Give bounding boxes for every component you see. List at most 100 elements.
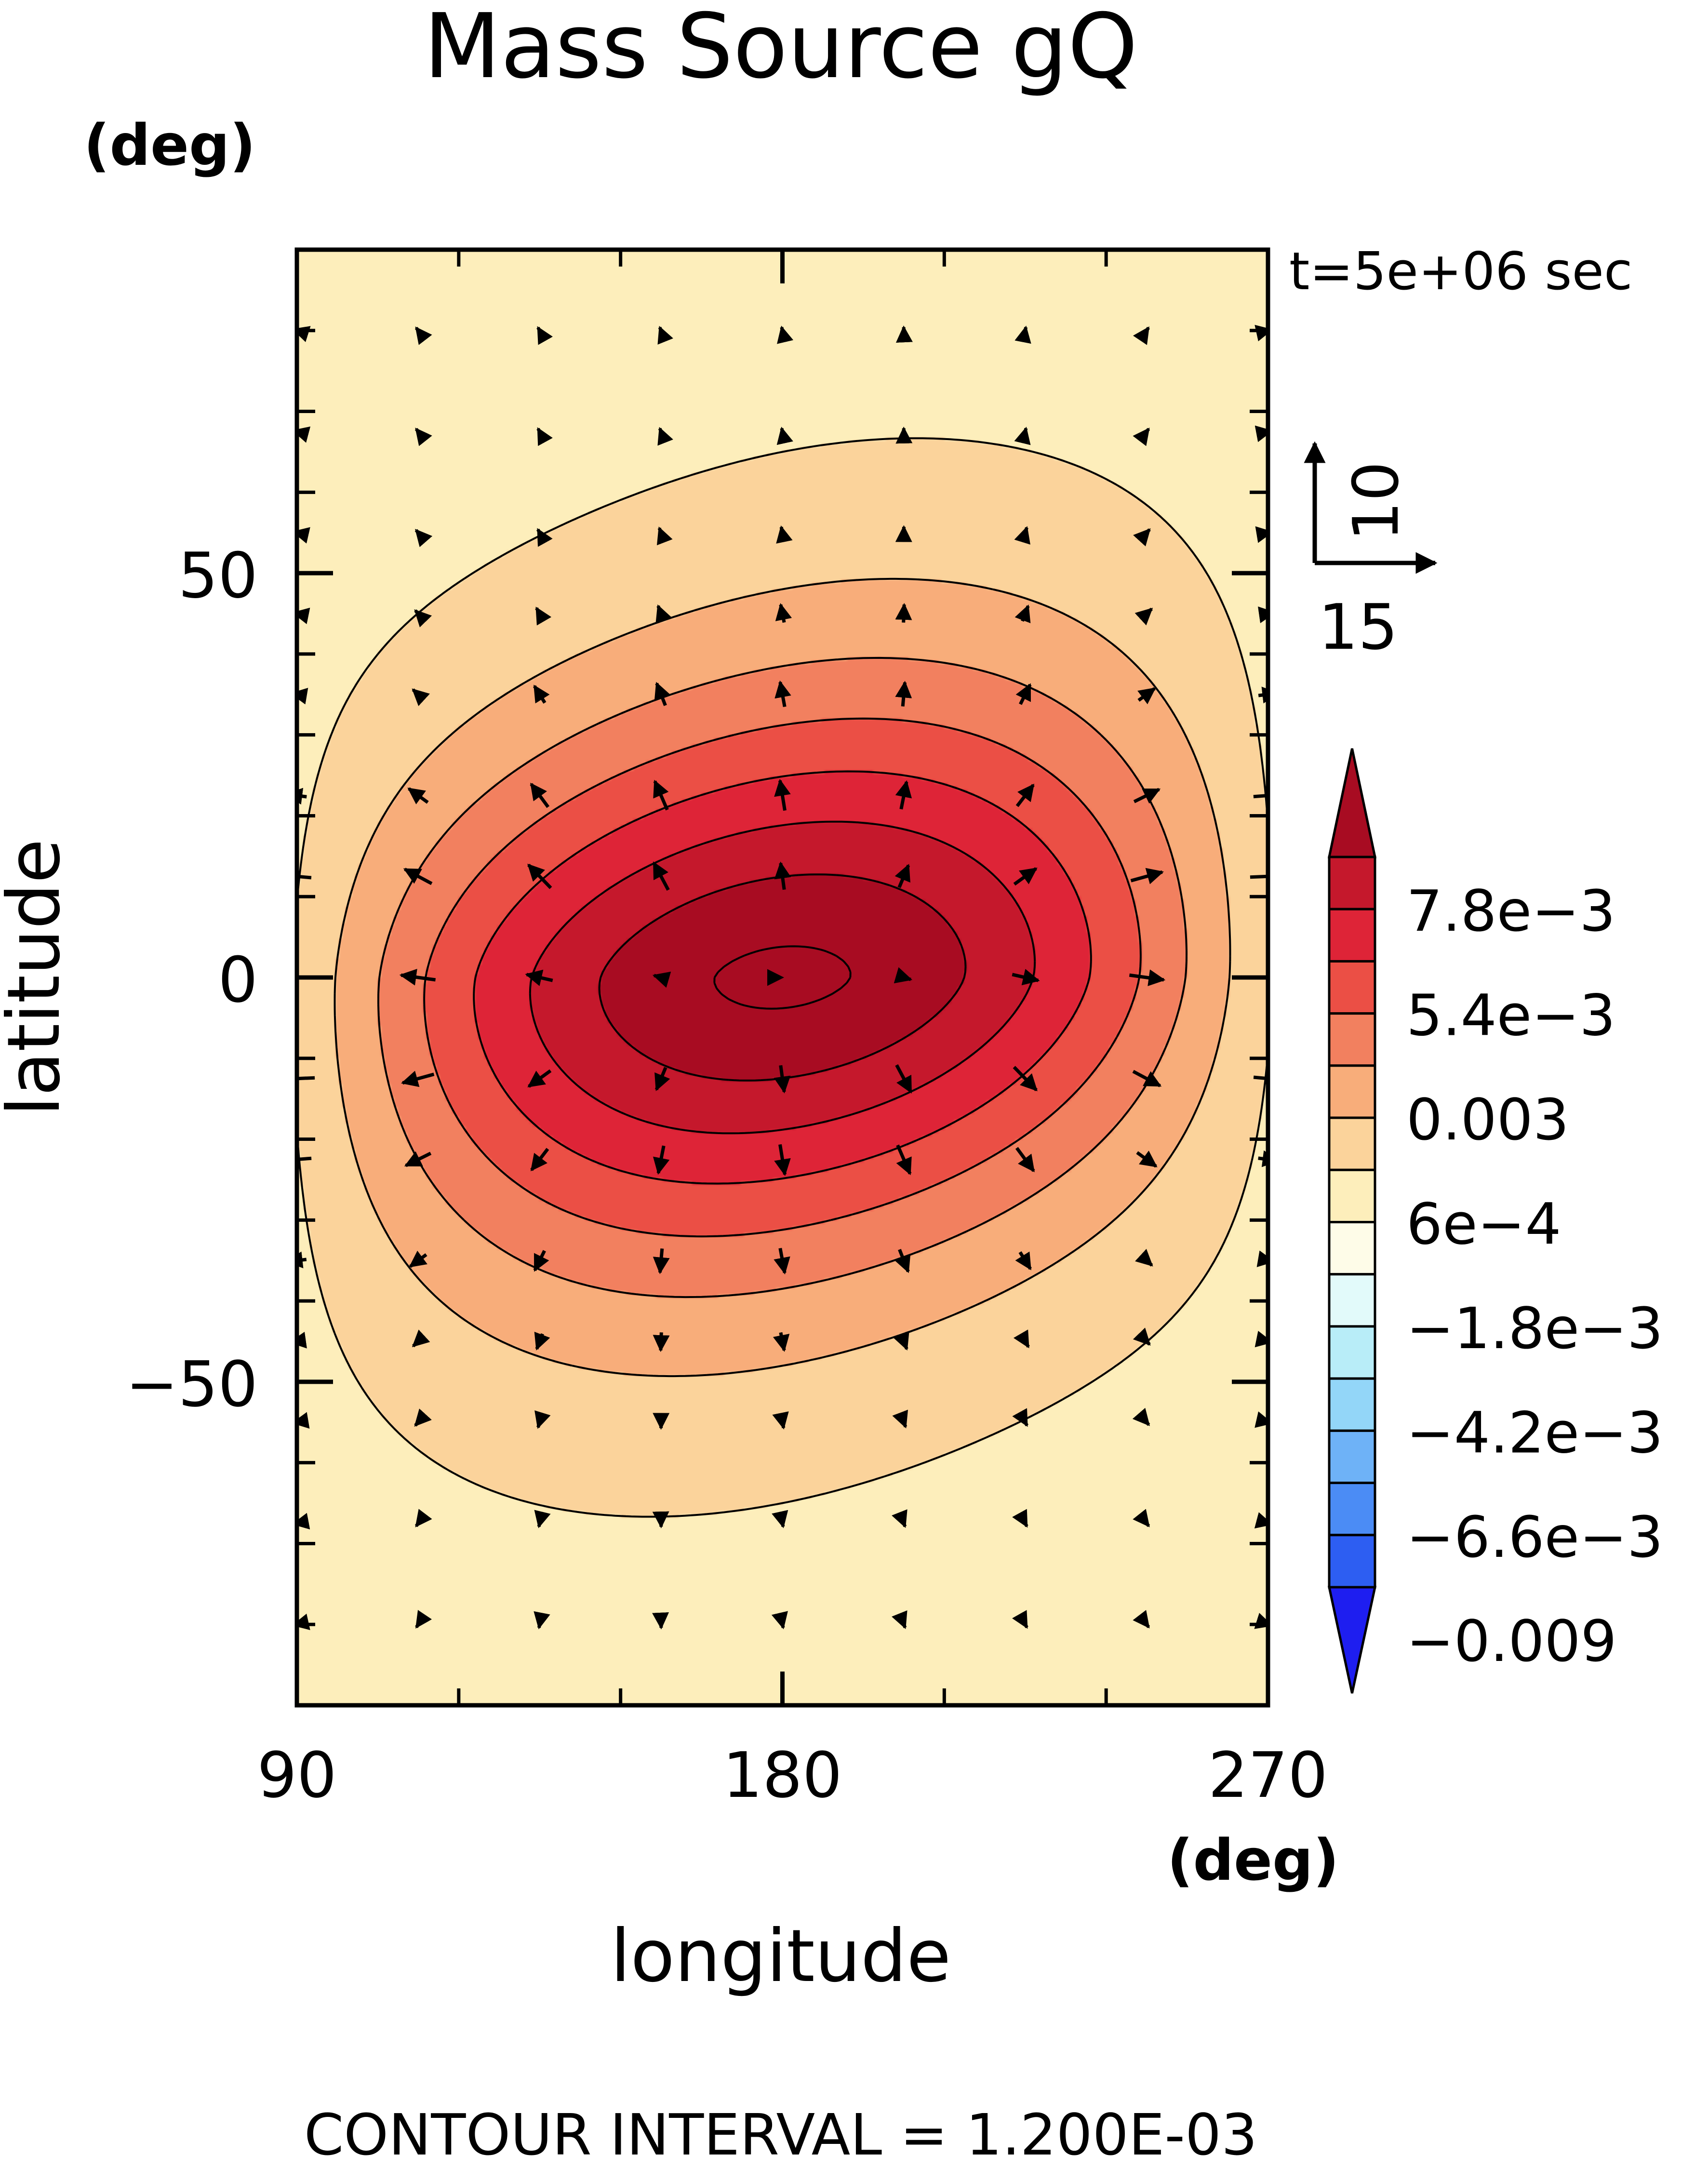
wind-vector — [1254, 1411, 1268, 1428]
wind-vector — [1137, 687, 1156, 705]
time-label: t=5e+06 sec — [1289, 241, 1632, 302]
plot-area — [294, 247, 1270, 1708]
wind-vector — [774, 1065, 791, 1094]
x-tick-label: 270 — [1208, 1739, 1328, 1812]
x-tick-label: 90 — [257, 1739, 336, 1812]
wind-vector — [776, 427, 793, 445]
colorbar-band — [1328, 1325, 1376, 1380]
wind-vector — [399, 969, 436, 986]
wind-vector — [894, 1249, 911, 1273]
wind-vector — [407, 787, 429, 804]
colorbar-band — [1328, 1064, 1376, 1119]
wind-vector — [1012, 1610, 1028, 1629]
wind-vector — [1013, 1329, 1030, 1349]
wind-vector — [1129, 969, 1166, 986]
wind-vector — [773, 1332, 790, 1352]
wind-vector — [1253, 1070, 1268, 1087]
y-tick-labels: 50 0 −50 — [126, 539, 258, 1421]
wind-vector — [775, 603, 792, 623]
contour-line — [598, 873, 967, 1082]
y-tick-label: −50 — [126, 1348, 258, 1421]
wind-vector — [1132, 1070, 1162, 1087]
wind-vector — [1133, 1610, 1150, 1629]
chart-title: Mass Source gQ — [424, 0, 1138, 98]
wind-vector — [414, 609, 432, 628]
colorbar-band — [1328, 1012, 1376, 1067]
colorbar-band — [1328, 856, 1376, 910]
colorbar-label: −4.2e−3 — [1406, 1399, 1663, 1466]
wind-vector — [534, 1410, 551, 1429]
contour-interval-footer: CONTOUR INTERVAL = 1.200E-03 — [304, 2101, 1257, 2168]
wind-vector — [530, 782, 550, 808]
wind-vector — [1012, 1408, 1028, 1427]
wind-vector — [530, 1148, 549, 1172]
wind-vector — [534, 1510, 551, 1528]
colorbar-band — [1328, 1534, 1376, 1589]
contour-line — [423, 717, 1142, 1238]
colorbar-band — [1328, 1116, 1376, 1171]
y-unit-label: (deg) — [84, 112, 256, 178]
x-tick-label: 180 — [722, 1739, 842, 1812]
wind-vector — [1013, 1066, 1038, 1092]
wind-vector — [772, 1411, 789, 1430]
colorbar-max-triangle — [1327, 748, 1377, 858]
wind-vector — [1258, 606, 1268, 623]
wind-vector — [1012, 969, 1040, 986]
wind-vector — [404, 1151, 432, 1167]
wind-vector — [895, 1064, 913, 1094]
wind-vector — [414, 1509, 432, 1527]
reference-vector: 10 15 — [1304, 441, 1438, 664]
wind-vector — [297, 788, 307, 805]
y-axis-label: latitude — [0, 839, 76, 1116]
wind-vector — [297, 1512, 310, 1530]
colorbar-label: 6e−4 — [1406, 1191, 1561, 1258]
wind-vector — [776, 525, 793, 544]
colorbar-label: 7.8e−3 — [1406, 878, 1615, 944]
colorbar-band — [1328, 1273, 1376, 1328]
wind-vector — [403, 868, 433, 885]
ref-vector-y-label: 10 — [1339, 461, 1413, 541]
colorbar-min-triangle — [1327, 1586, 1377, 1694]
x-axis-label: longitude — [611, 1914, 951, 1998]
colorbar-band — [1328, 960, 1376, 1015]
wind-vector — [1133, 428, 1150, 446]
wind-vector — [525, 969, 553, 986]
wind-vector — [1133, 326, 1150, 345]
wind-vector — [297, 527, 310, 544]
colorbar-band — [1328, 1168, 1376, 1223]
gq-field-shading — [297, 250, 1268, 1705]
contour-line — [529, 820, 1036, 1135]
wind-vector — [535, 606, 552, 626]
wind-vector — [1013, 867, 1038, 886]
contour-line — [334, 577, 1231, 1378]
wind-vector — [774, 1247, 790, 1275]
wind-vector — [297, 1332, 307, 1349]
wind-vector — [415, 1610, 432, 1629]
wind-vector — [1014, 325, 1031, 344]
wind-vector — [893, 1332, 909, 1351]
wind-vector — [657, 427, 673, 446]
wind-vector — [894, 967, 913, 984]
wind-vector — [892, 1610, 907, 1629]
wind-vector — [414, 326, 432, 345]
wind-vector — [414, 428, 432, 446]
x-tick-labels: 90 180 270 — [257, 1739, 1328, 1812]
wind-vector — [527, 863, 552, 889]
wind-vector — [1130, 868, 1164, 884]
colorbar-label: 5.4e−3 — [1406, 982, 1615, 1049]
wind-vector — [1132, 1407, 1150, 1426]
wind-vector — [527, 1069, 552, 1088]
wind-vector — [536, 326, 553, 345]
contour-line — [713, 945, 852, 1010]
colorbar: 7.8e−3 5.4e−3 0.003 6e−4 −1.8e−3 −4.2e−3 −6.6e… — [1327, 748, 1663, 1694]
wind-vector — [1254, 1330, 1268, 1348]
wind-vector — [771, 1611, 788, 1630]
wind-vector — [1255, 526, 1268, 543]
wind-vector — [536, 528, 553, 547]
wind-vector — [892, 1509, 907, 1528]
y-tick-label: 0 — [218, 943, 258, 1017]
x-unit-label: (deg) — [1167, 1827, 1339, 1893]
axis-ticks — [294, 250, 1270, 1705]
colorbar-label: −6.6e−3 — [1406, 1504, 1663, 1570]
